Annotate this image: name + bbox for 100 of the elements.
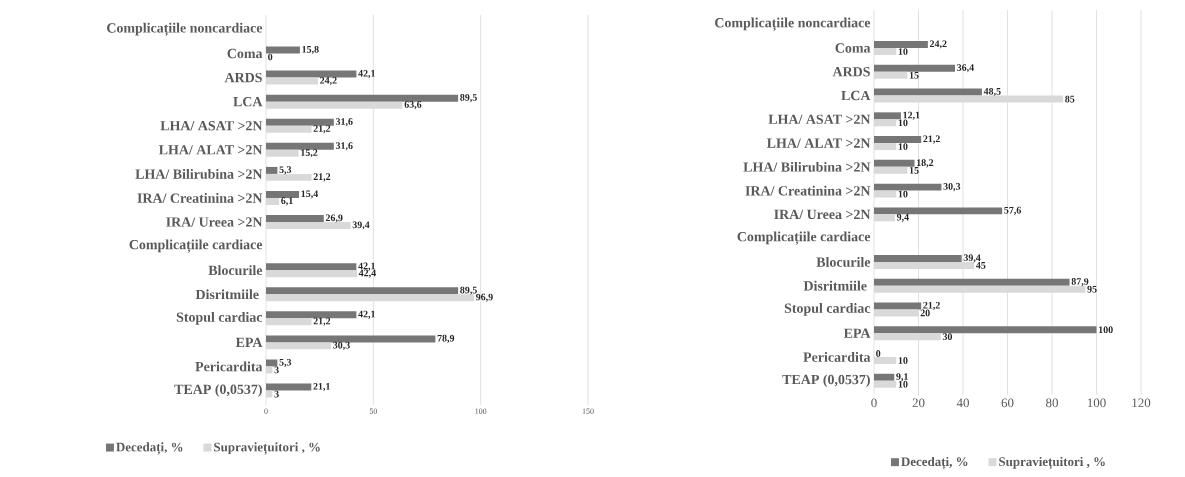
bar	[874, 41, 928, 49]
y-tick-label: Pericardita	[195, 361, 263, 372]
y-tick-label: LCA	[233, 96, 263, 107]
data-label: 100	[1099, 326, 1113, 334]
bar	[874, 278, 1070, 286]
bar	[874, 326, 1097, 334]
data-label: 31,6	[335, 142, 353, 151]
y-tick-label: Coma	[835, 43, 871, 53]
data-label: 15,4	[301, 190, 319, 199]
data-label: 85	[1065, 95, 1075, 103]
y-tick-label: IRA/ Creatinina >2N	[137, 193, 263, 203]
y-tick-label: Complicațiile noncardiace	[107, 22, 263, 37]
bar	[874, 254, 962, 262]
bar	[874, 136, 922, 144]
data-label: 9,1	[896, 373, 908, 382]
data-label: 15,8	[302, 45, 319, 55]
data-label: 42,1	[358, 310, 375, 319]
data-label: 36,4	[957, 64, 974, 73]
bar	[266, 335, 436, 343]
x-tick-label: 0	[871, 398, 877, 408]
data-label: 5,3	[279, 166, 292, 175]
bar	[266, 190, 300, 198]
bar	[266, 94, 459, 102]
y-tick-label: Blocurile	[208, 265, 263, 276]
data-label: 10	[898, 143, 908, 150]
x-tick-label: 40	[956, 398, 969, 408]
data-label: 21,2	[313, 317, 331, 326]
data-label: 15	[909, 71, 919, 79]
bar	[266, 263, 357, 271]
legend-label: Decedați, %	[901, 456, 968, 470]
data-label: 39,4	[963, 254, 981, 263]
data-label: 30,3	[943, 183, 961, 192]
y-tick-label: TEAP (0,0537)	[782, 374, 870, 388]
bar	[874, 64, 955, 72]
y-tick-label: Pericardita	[803, 352, 871, 362]
y-tick-label: Stopul cardiac	[176, 311, 263, 325]
bar	[874, 183, 942, 191]
y-tick-label: Disritmiile	[803, 280, 867, 291]
data-label: 63,6	[404, 101, 422, 110]
data-label: 78,9	[437, 334, 455, 343]
legend-label: Supraviețuitori , %	[214, 442, 320, 455]
data-label: 10	[898, 119, 908, 127]
y-tick-label: ARDS	[224, 72, 262, 83]
y-tick-label: IRA/ Ureea >2N	[166, 217, 263, 227]
y-tick-label: Blocurile	[816, 256, 871, 267]
y-tick-label: LHA/ ALAT >2N	[766, 138, 871, 148]
data-label: 96,9	[475, 293, 493, 302]
y-tick-label: Complicațiile cardiace	[737, 231, 871, 245]
data-label: 24,2	[320, 77, 337, 86]
data-label: 10	[898, 380, 908, 388]
data-label: 48,5	[983, 87, 1001, 97]
y-tick-label: IRA/ Ureea >2N	[774, 209, 871, 220]
data-label: 15,2	[301, 149, 318, 158]
y-tick-label: TEAP (0,0537)	[174, 384, 262, 397]
x-tick-label: 100	[1087, 398, 1106, 408]
y-tick-label: EPA	[843, 328, 871, 338]
data-label: 89,5	[460, 94, 477, 103]
bar	[266, 166, 278, 174]
data-label: 3	[274, 366, 279, 374]
bar	[266, 383, 312, 391]
y-tick-label: Stopul cardiac	[784, 303, 871, 316]
data-label: 31,6	[335, 118, 353, 127]
y-tick-label: Disritmiile	[195, 289, 259, 300]
data-label: 87,9	[1071, 278, 1089, 287]
y-tick-label: LHA/ ASAT >2N	[768, 114, 871, 124]
bar	[874, 373, 895, 381]
data-label: 30	[942, 333, 953, 341]
y-tick-label: Complicațiile noncardiace	[715, 17, 871, 31]
bar	[266, 359, 278, 367]
data-label: 24,2	[929, 40, 947, 49]
x-tick-label: 20	[912, 398, 925, 408]
bar	[266, 215, 324, 223]
y-tick-label: Coma	[227, 48, 263, 59]
data-label: 10	[898, 48, 908, 55]
bar	[266, 118, 334, 126]
data-label: 21,1	[313, 382, 330, 392]
data-label: 3	[274, 390, 279, 398]
legend-label: Supraviețuitori , %	[999, 456, 1105, 470]
bar	[266, 46, 300, 54]
data-label: 21,2	[313, 125, 331, 134]
data-label: 18,2	[917, 159, 934, 168]
data-label: 10	[898, 357, 908, 364]
data-label: 15	[909, 166, 919, 174]
y-tick-label: LHA/ Bilirubina >2N	[743, 161, 871, 172]
bar	[266, 70, 357, 78]
data-label: 12,1	[903, 111, 920, 120]
data-label: 20	[920, 309, 930, 317]
y-tick-label: LHA/ ASAT >2N	[160, 121, 263, 131]
data-label: 42,1	[358, 70, 375, 79]
data-label: 21,2	[923, 135, 940, 144]
data-label: 30,3	[333, 341, 350, 350]
y-tick-label: EPA	[235, 337, 263, 347]
y-tick-label: ARDS	[832, 67, 870, 77]
x-tick-label: 60	[1001, 398, 1014, 408]
legend-label: Decedați, %	[116, 442, 183, 455]
y-tick-label: Complicațiile cardiace	[129, 239, 263, 253]
data-label: 9,4	[896, 213, 909, 222]
data-label: 21,2	[313, 173, 331, 182]
data-label: 0	[876, 350, 881, 357]
x-tick-label: 120	[1132, 398, 1151, 408]
